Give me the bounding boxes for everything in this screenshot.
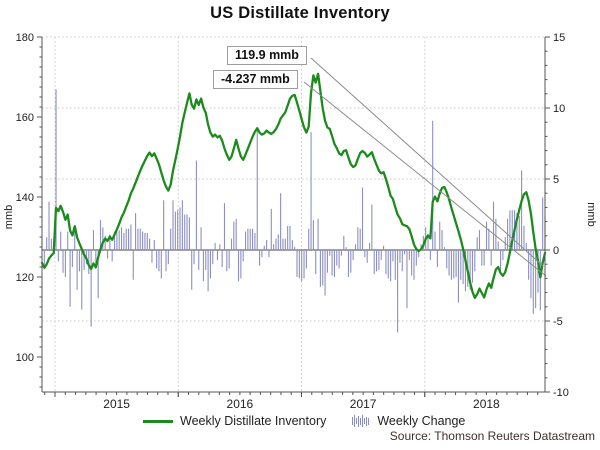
legend-label-inventory: Weekly Distillate Inventory [180,414,327,428]
legend-item-inventory: Weekly Distillate Inventory [143,414,326,428]
legend: Weekly Distillate Inventory Weekly Chang… [143,414,465,428]
svg-text:mmb: mmb [3,205,15,229]
line-swatch-icon [143,419,173,423]
legend-label-weekly-change: Weekly Change [377,414,466,428]
axes [41,37,546,393]
svg-text:0: 0 [553,245,559,257]
left-axis-ticks: 180 160 140 120 100 mmb [3,32,42,388]
source-attribution: Source: Thomson Reuters Datastream [389,429,595,443]
chart-title: US Distillate Inventory [210,4,390,22]
annotation-latest-inventory: 119.9 mmb [227,46,307,65]
svg-text:5: 5 [553,174,559,186]
bars-swatch-icon [352,414,370,428]
svg-text:2015: 2015 [103,397,130,411]
svg-text:2018: 2018 [473,397,500,411]
legend-item-weekly-change: Weekly Change [326,414,465,428]
svg-text:2016: 2016 [227,397,254,411]
annotation-latest-change: -4.237 mmb [213,70,298,89]
x-axis-ticks: 2015 2016 2017 2018 [44,392,539,411]
svg-text:15: 15 [553,32,565,44]
weekly-change-bars [41,89,546,333]
svg-text:-5: -5 [553,316,563,328]
svg-text:140: 140 [16,192,34,204]
svg-text:10: 10 [553,103,565,115]
svg-text:120: 120 [16,272,34,284]
right-axis-ticks: 15 10 5 0 -5 -10 mmb [545,32,597,399]
svg-text:100: 100 [16,352,34,364]
svg-text:mmb: mmb [585,202,597,226]
annotation-callout-lines [303,57,547,277]
svg-text:-10: -10 [553,387,569,399]
inventory-line [40,72,547,299]
svg-text:160: 160 [16,112,34,124]
svg-text:2017: 2017 [350,397,377,411]
svg-text:180: 180 [16,32,34,44]
